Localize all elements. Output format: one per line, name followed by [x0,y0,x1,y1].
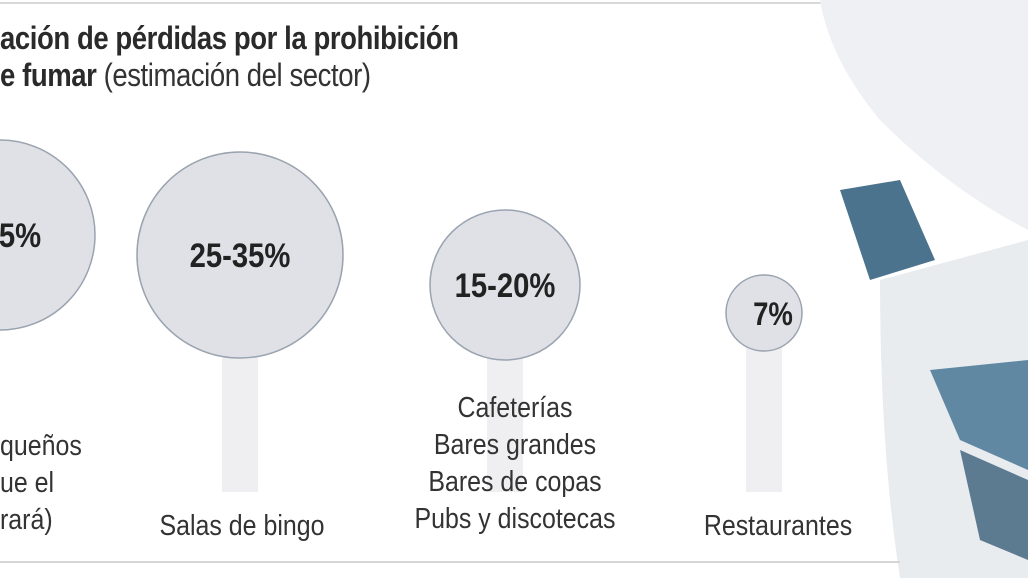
bubble [725,274,803,352]
category-label-line: Restaurantes [703,510,853,542]
category-label-line: Cafeterías [457,392,573,424]
bubble-value-label: 15-20% [455,266,556,305]
bubble-stem [222,353,258,492]
chart-subtitle: (estimación del sector) [103,57,371,93]
category-label-line: ue el [0,467,55,499]
category-label: Cafeterías Bares grandes Bares de copas Pub… [343,390,687,538]
category-label: Salas de bingo [70,508,414,545]
bubble [429,209,581,361]
category-label-line: queños [0,430,82,462]
title-line-1: ación de pérdidas por la prohibición [0,20,459,56]
bubble [136,151,344,359]
category-label-line: Pubs y discotecas [414,503,616,535]
category-label: Restaurantes [606,508,950,545]
bubble-value-label: 7% [753,297,793,332]
category-label: queños ue el rará) [0,428,82,539]
top-rule [0,2,1028,4]
title-line-2: e fumar (estimación del sector) [0,57,459,94]
cigarette-photo [820,0,1028,578]
bubble-value-label: 25-35% [190,236,291,275]
title-line-2-bold: e fumar [0,57,97,93]
category-label-line: Bares de copas [428,466,602,498]
bubble-stem [487,355,523,492]
bubble-stem [746,346,782,492]
bubble-value-label: 5% [0,216,41,255]
bottom-rule [0,561,900,563]
category-label-line: Salas de bingo [159,510,325,542]
category-label-line: rará) [0,504,53,536]
bubble [0,139,96,331]
chart-title: ación de pérdidas por la prohibición e f… [0,20,459,94]
category-label-line: Bares grandes [433,429,597,461]
